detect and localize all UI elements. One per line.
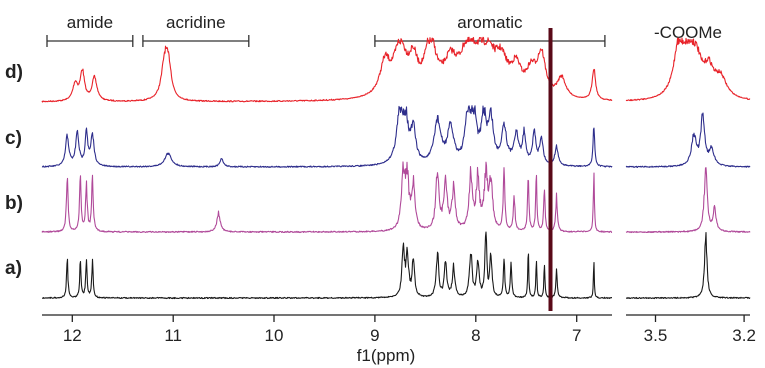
solvent-peak [548, 28, 553, 311]
spectrum-path [41, 231, 613, 300]
region-brackets: amide acridine aromatic -COOMe [46, 13, 722, 47]
region-label: acridine [166, 13, 226, 32]
x-tick-label: 11 [164, 326, 182, 345]
x-tick-label: 3.5 [644, 326, 668, 345]
solvent-line [548, 28, 553, 311]
x-tick-label: 10 [265, 326, 284, 345]
spectrum-path [625, 37, 751, 102]
x-tick-label: 9 [370, 326, 379, 345]
spectrum-trace [41, 161, 751, 234]
trace-label: c) [5, 128, 22, 149]
x-tick-label: 7 [572, 326, 581, 345]
region-bracket [142, 35, 250, 47]
region-bracket [46, 35, 134, 47]
trace-label: a) [5, 258, 22, 279]
x-axis: 12 11 10 9 8 7 3.5 3.2 [42, 314, 756, 345]
trace-labels: d) c) b) a) [5, 62, 23, 279]
region-label: aromatic [457, 13, 523, 32]
spectrum-path [41, 105, 613, 168]
spectrum-path [625, 232, 751, 300]
spectrum-trace [41, 105, 751, 168]
x-tick-label: 12 [63, 326, 82, 345]
region-label: amide [67, 13, 113, 32]
spectra [41, 36, 751, 300]
spectrum-trace [41, 231, 751, 300]
spectrum-path [41, 36, 613, 103]
trace-label: b) [5, 193, 23, 214]
spectrum-trace [41, 36, 751, 103]
x-tick-label: 3.2 [732, 326, 756, 345]
x-axis-label: f1(ppm) [357, 346, 416, 365]
spectrum-path [41, 161, 613, 234]
spectrum-path [625, 167, 751, 234]
trace-label: d) [5, 62, 23, 83]
x-tick-label: 8 [471, 326, 480, 345]
spectrum-path [625, 112, 751, 168]
region-label: -COOMe [654, 23, 722, 42]
